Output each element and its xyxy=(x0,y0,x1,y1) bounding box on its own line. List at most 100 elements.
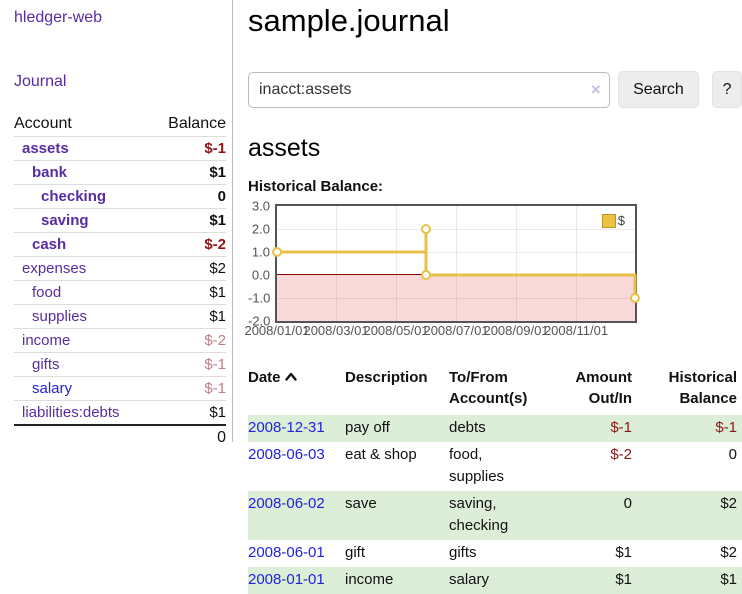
data-point xyxy=(421,270,431,280)
transaction-description: save xyxy=(345,495,377,512)
chart-title: Historical Balance: xyxy=(248,178,384,195)
accounts-total-row: 0 xyxy=(14,425,226,450)
y-tick: 3.0 xyxy=(251,198,270,214)
chart-plot-area: $ xyxy=(272,204,640,323)
x-tick: 2008/05/01 xyxy=(363,323,429,338)
account-row: expenses $2 xyxy=(14,256,226,281)
accounts-table: Account Balance assets $-1 bank $1 check… xyxy=(14,112,226,450)
transaction-description: pay off xyxy=(345,419,390,436)
transaction-accounts: debts xyxy=(449,419,486,436)
account-balance: $-2 xyxy=(150,232,226,257)
gridline xyxy=(456,206,457,321)
data-point xyxy=(421,224,431,234)
account-balance: $-1 xyxy=(150,376,226,401)
account-row: salary $-1 xyxy=(14,376,226,401)
transaction-balance: 0 xyxy=(728,446,737,463)
account-link-cash[interactable]: cash xyxy=(32,236,67,253)
transaction-accounts: saving, checking xyxy=(449,495,509,534)
transaction-amount: $1 xyxy=(615,544,632,561)
negative-region xyxy=(277,275,635,321)
account-link-expenses[interactable]: expenses xyxy=(22,260,87,277)
sort-ascending-icon xyxy=(284,372,297,381)
main-content: sample.journal × Search ? assets Histori… xyxy=(244,0,742,594)
account-balance: $1 xyxy=(150,304,226,329)
gridline xyxy=(396,206,397,321)
legend-swatch-icon xyxy=(601,213,616,228)
app-title-link[interactable]: hledger-web xyxy=(14,9,103,26)
column-header-date[interactable]: Date xyxy=(248,365,345,415)
account-link-checking[interactable]: checking xyxy=(41,188,107,205)
transaction-amount: $1 xyxy=(615,571,632,588)
gridline xyxy=(336,206,337,321)
transaction-accounts: salary xyxy=(449,571,490,588)
transaction-amount: $-2 xyxy=(610,446,632,463)
y-tick: 0.0 xyxy=(251,267,270,283)
gridline xyxy=(277,298,635,299)
account-row: income $-2 xyxy=(14,328,226,353)
y-tick: -1.0 xyxy=(248,290,271,306)
account-row: checking 0 xyxy=(14,184,226,209)
date-header-label: Date xyxy=(248,369,281,386)
transaction-balance: $1 xyxy=(720,571,737,588)
transaction-date-link[interactable]: 2008-12-31 xyxy=(248,419,325,436)
account-link-food[interactable]: food xyxy=(32,284,62,301)
sidebar: hledger-web Journal Account Balance asse… xyxy=(0,0,233,446)
account-link-salary[interactable]: salary xyxy=(32,380,73,397)
column-header-balance: Historical Balance xyxy=(668,369,737,407)
account-link-liabilities-debts[interactable]: liabilities:debts xyxy=(22,404,120,421)
transaction-amount: $-1 xyxy=(610,419,632,436)
account-balance: $-1 xyxy=(150,136,226,161)
account-row: cash $-2 xyxy=(14,232,226,257)
transaction-date-link[interactable]: 2008-06-01 xyxy=(248,544,325,561)
sidebar-item-journal[interactable]: Journal xyxy=(14,73,67,90)
account-link-supplies[interactable]: supplies xyxy=(32,308,88,325)
account-balance: $1 xyxy=(150,208,226,233)
register-row: 2008-06-03 eat & shop food, supplies $-2… xyxy=(248,442,742,491)
search-button[interactable]: Search xyxy=(617,71,700,108)
account-row: food $1 xyxy=(14,280,226,305)
search-input[interactable] xyxy=(248,71,610,108)
column-header-description: Description xyxy=(345,369,428,386)
register-row: 2008-06-01 gift gifts $1 $2 xyxy=(248,540,742,567)
transaction-date-link[interactable]: 2008-01-01 xyxy=(248,571,325,588)
account-link-income[interactable]: income xyxy=(22,332,71,349)
clear-search-icon[interactable]: × xyxy=(590,79,601,99)
account-balance: $-2 xyxy=(150,328,226,353)
account-link-saving[interactable]: saving xyxy=(41,212,89,229)
account-link-gifts[interactable]: gifts xyxy=(32,356,60,373)
account-heading: assets xyxy=(248,134,321,162)
account-balance: $1 xyxy=(150,280,226,305)
column-header-accounts: To/From Account(s) xyxy=(449,369,528,407)
search-form: × Search ? xyxy=(248,71,742,108)
transaction-description: eat & shop xyxy=(345,446,417,463)
account-link-bank[interactable]: bank xyxy=(32,164,68,181)
data-point xyxy=(630,293,640,303)
transaction-date-link[interactable]: 2008-06-03 xyxy=(248,446,325,463)
account-balance: $1 xyxy=(150,400,226,426)
transaction-description: income xyxy=(345,571,394,588)
x-tick: 2008/03/01 xyxy=(303,323,369,338)
account-link-assets[interactable]: assets xyxy=(22,140,69,157)
register-table: Date Description To/From Account(s) Amou… xyxy=(248,365,742,594)
page-title: sample.journal xyxy=(248,3,450,38)
gridline xyxy=(277,229,635,230)
historical-balance-chart: 3.0 2.0 1.0 0.0 -1.0 -2.0 xyxy=(244,198,742,341)
data-point xyxy=(272,247,282,257)
y-tick: -2.0 xyxy=(248,313,271,329)
x-tick: 2008/09/01 xyxy=(483,323,549,338)
account-row: gifts $-1 xyxy=(14,352,226,377)
account-balance: $1 xyxy=(150,160,226,185)
y-tick: 1.0 xyxy=(251,244,270,260)
transaction-amount: 0 xyxy=(623,495,632,512)
register-row: 2008-06-02 save saving, checking 0 $2 xyxy=(248,491,742,540)
gridline xyxy=(576,206,577,321)
transaction-date-link[interactable]: 2008-06-02 xyxy=(248,495,325,512)
account-row: bank $1 xyxy=(14,160,226,185)
help-button[interactable]: ? xyxy=(712,71,742,108)
balance-series-line xyxy=(272,224,640,303)
transaction-balance: $2 xyxy=(720,495,737,512)
register-row: 2008-01-01 income salary $1 $1 xyxy=(248,567,742,594)
account-row: assets $-1 xyxy=(14,136,226,161)
accounts-table-header: Account Balance xyxy=(14,112,226,137)
transaction-accounts: gifts xyxy=(449,544,477,561)
